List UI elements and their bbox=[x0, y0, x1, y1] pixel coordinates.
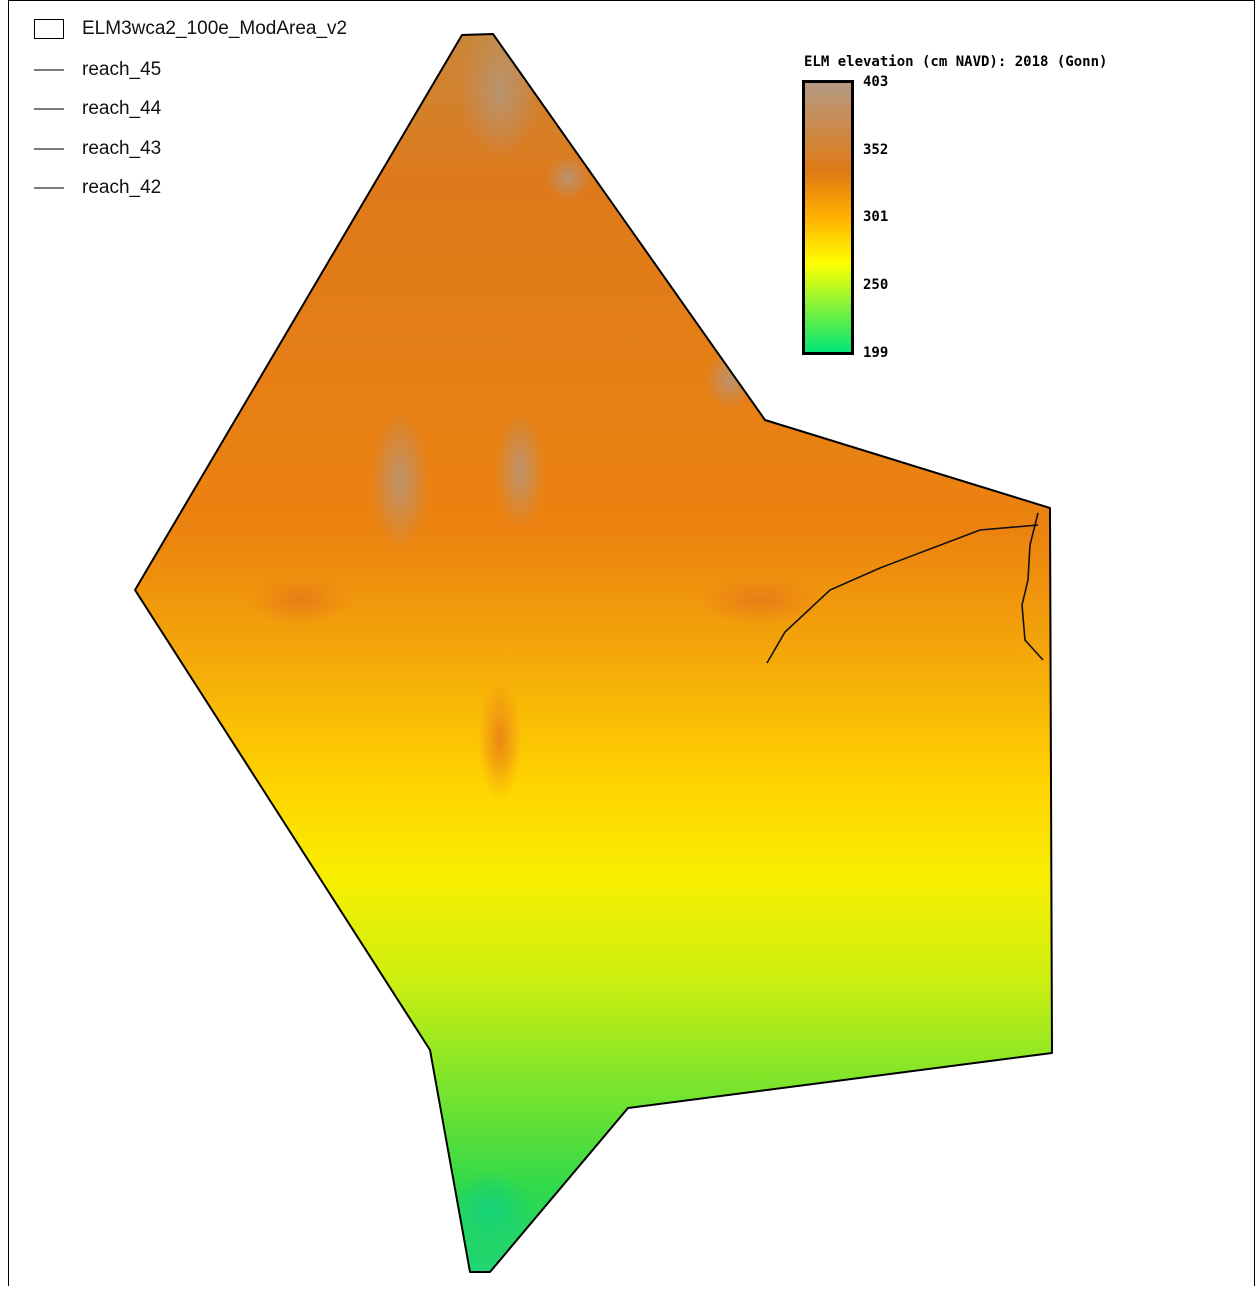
legend-label: reach_45 bbox=[82, 59, 162, 80]
elevation-raster bbox=[135, 34, 1052, 1272]
colorbar-title: ELM elevation (cm NAVD): 2018 (Gonn) bbox=[804, 54, 1108, 70]
legend-item-reach-45[interactable]: reach_45 bbox=[34, 55, 161, 85]
legend-item-reach-44[interactable]: reach_44 bbox=[34, 94, 161, 124]
colorbar-tick-label: 250 bbox=[863, 277, 889, 293]
legend-item-model-area[interactable]: ELM3wca2_100e_ModArea_v2 bbox=[34, 14, 347, 44]
colorbar-tick-label: 199 bbox=[863, 345, 889, 361]
polygon-swatch-icon bbox=[34, 19, 64, 39]
colorbar-tick-label: 403 bbox=[863, 74, 889, 90]
legend-label: reach_44 bbox=[82, 98, 162, 119]
reach-line-diagonal[interactable] bbox=[766, 524, 1039, 664]
legend-item-reach-42[interactable]: reach_42 bbox=[34, 173, 161, 203]
elevation-colorbar bbox=[802, 80, 854, 355]
colorbar-tick-label: 352 bbox=[863, 142, 889, 158]
line-swatch-icon bbox=[34, 69, 64, 71]
legend-label: reach_42 bbox=[82, 177, 162, 198]
legend-label: ELM3wca2_100e_ModArea_v2 bbox=[82, 18, 348, 39]
model-area-outline bbox=[134, 33, 1053, 1273]
line-swatch-icon bbox=[34, 187, 64, 189]
map-frame bbox=[8, 0, 1255, 1286]
line-swatch-icon bbox=[34, 148, 64, 150]
line-swatch-icon bbox=[34, 108, 64, 110]
legend-label: reach_43 bbox=[82, 138, 162, 159]
colorbar-tick-label: 301 bbox=[863, 209, 889, 225]
legend-item-reach-43[interactable]: reach_43 bbox=[34, 134, 161, 164]
